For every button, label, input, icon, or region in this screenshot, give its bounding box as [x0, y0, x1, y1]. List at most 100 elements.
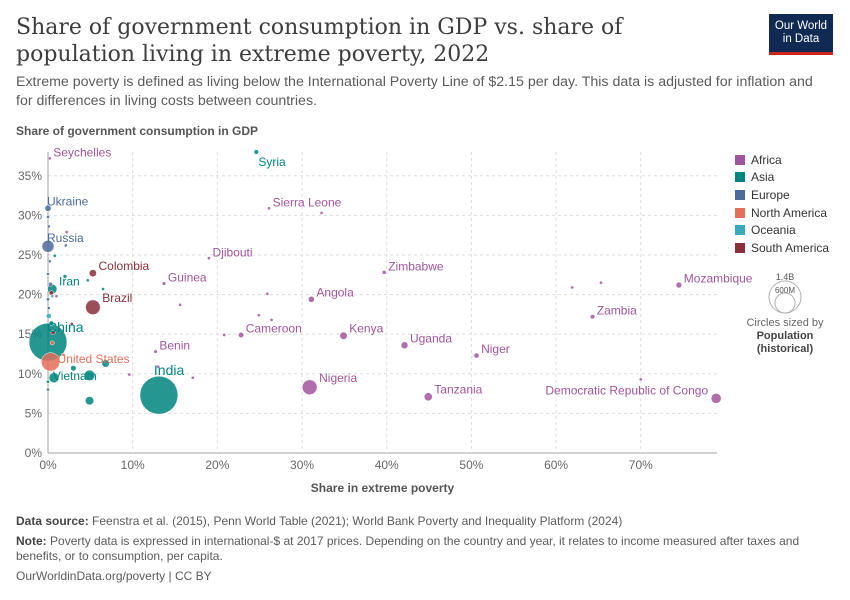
point-niger[interactable]: [473, 352, 480, 359]
data-point[interactable]: [47, 259, 52, 264]
data-point[interactable]: [69, 322, 74, 326]
point-united-states[interactable]: [41, 352, 61, 372]
point-label: Vietnam: [53, 369, 97, 383]
point-label: Mozambique: [684, 271, 753, 285]
data-point[interactable]: [46, 297, 50, 302]
data-point[interactable]: [50, 294, 55, 299]
point-vietnam[interactable]: [48, 372, 60, 383]
point-zambia[interactable]: [590, 314, 596, 320]
data-point[interactable]: [319, 211, 324, 215]
legend-swatch: [735, 225, 745, 236]
data-point[interactable]: [46, 306, 51, 310]
data-point[interactable]: [50, 330, 56, 336]
legend-item-south-america[interactable]: South America: [735, 239, 829, 257]
legend-label: Africa: [751, 152, 782, 167]
x-axis-label: Share in extreme poverty: [311, 481, 455, 495]
data-point[interactable]: [127, 372, 132, 377]
size-caption-line-3: (historical): [756, 343, 814, 355]
point-colombia[interactable]: [88, 269, 97, 278]
data-point[interactable]: [269, 318, 274, 322]
legend-swatch: [735, 154, 745, 165]
point-uganda[interactable]: [400, 341, 409, 349]
data-point[interactable]: [178, 303, 182, 307]
data-point[interactable]: [54, 294, 59, 299]
size-caption-line-1: Circles sized by: [746, 317, 824, 329]
note-text: Poverty data is expressed in internation…: [16, 533, 800, 564]
point-syria[interactable]: [253, 149, 259, 155]
point-tanzania[interactable]: [423, 392, 433, 402]
data-point[interactable]: [570, 285, 575, 290]
point-label: Colombia: [99, 259, 150, 273]
data-point[interactable]: [48, 320, 54, 326]
point-benin[interactable]: [153, 349, 158, 354]
logo-line-1: Our World: [774, 20, 828, 32]
data-point[interactable]: [85, 396, 94, 406]
note-label: Note:: [16, 533, 47, 548]
logo-line-2: in Data: [782, 33, 820, 45]
point-kenya[interactable]: [339, 331, 348, 340]
legend-item-asia[interactable]: Asia: [735, 169, 829, 187]
y-tick-label: 5%: [25, 406, 43, 420]
data-point[interactable]: [46, 379, 50, 384]
point-label: Uganda: [410, 331, 452, 345]
point-zimbabwe[interactable]: [381, 270, 387, 275]
point-ukraine[interactable]: [44, 204, 52, 212]
data-point[interactable]: [101, 359, 110, 368]
data-point[interactable]: [46, 313, 52, 319]
point-mozambique[interactable]: [675, 281, 683, 289]
legend-swatch: [735, 207, 745, 218]
data-point[interactable]: [46, 387, 50, 392]
credit-link[interactable]: OurWorldinData.org/poverty | CC BY: [16, 568, 212, 583]
legend-item-north-america[interactable]: North America: [735, 204, 829, 222]
data-point[interactable]: [190, 375, 195, 380]
legend-item-europe[interactable]: Europe: [735, 186, 829, 204]
data-point[interactable]: [222, 333, 226, 337]
data-point[interactable]: [46, 215, 50, 219]
point-label: Djibouti: [212, 245, 252, 259]
data-point[interactable]: [70, 365, 77, 372]
data-point[interactable]: [61, 352, 66, 357]
data-point[interactable]: [64, 230, 69, 234]
data-point[interactable]: [46, 224, 51, 229]
data-point[interactable]: [101, 287, 105, 291]
point-india[interactable]: [139, 375, 179, 415]
data-point[interactable]: [46, 272, 50, 276]
data-point[interactable]: [599, 280, 603, 285]
owid-logo[interactable]: Our World in Data: [769, 14, 833, 55]
point-label: Angola: [316, 286, 354, 300]
point-angola[interactable]: [308, 296, 315, 303]
point-russia[interactable]: [41, 239, 55, 253]
chart-title: Share of government consumption in GDP v…: [16, 15, 623, 67]
data-point[interactable]: [83, 369, 96, 381]
y-tick-label: 30%: [18, 208, 42, 222]
point-label: China: [47, 319, 84, 335]
data-point[interactable]: [49, 340, 55, 346]
legend-item-africa[interactable]: Africa: [735, 151, 829, 169]
data-point[interactable]: [638, 377, 643, 382]
point-sierra-leone[interactable]: [267, 206, 271, 211]
point-cameroon[interactable]: [238, 332, 244, 338]
point-seychelles[interactable]: [47, 156, 52, 161]
legend-label: North America: [751, 205, 828, 220]
point-label: Zambia: [597, 304, 637, 318]
data-point[interactable]: [156, 364, 160, 369]
point-djibouti[interactable]: [207, 256, 211, 260]
point-label: Ukraine: [47, 195, 89, 209]
point-nigeria[interactable]: [301, 379, 318, 395]
point-brazil[interactable]: [85, 299, 101, 315]
data-point[interactable]: [265, 291, 270, 296]
point-label: Cameroon: [246, 322, 302, 336]
data-point[interactable]: [63, 243, 68, 248]
data-point[interactable]: [52, 253, 57, 258]
footer-credit[interactable]: OurWorldinData.org/poverty | CC BY: [16, 569, 816, 585]
point-label: Russia: [47, 231, 84, 245]
point-guinea[interactable]: [161, 281, 167, 286]
point-democratic-republic-of-congo[interactable]: [710, 393, 722, 404]
data-point[interactable]: [48, 281, 53, 287]
data-point[interactable]: [62, 274, 68, 279]
data-point[interactable]: [257, 313, 261, 318]
point-label: Iran: [59, 274, 80, 288]
scatter-plot: 0%5%10%15%20%25%30%35%0% 10% 20% 30% 40% 50% 6…: [18, 145, 753, 495]
legend-item-oceania[interactable]: Oceania: [735, 221, 829, 239]
data-point[interactable]: [85, 278, 90, 283]
